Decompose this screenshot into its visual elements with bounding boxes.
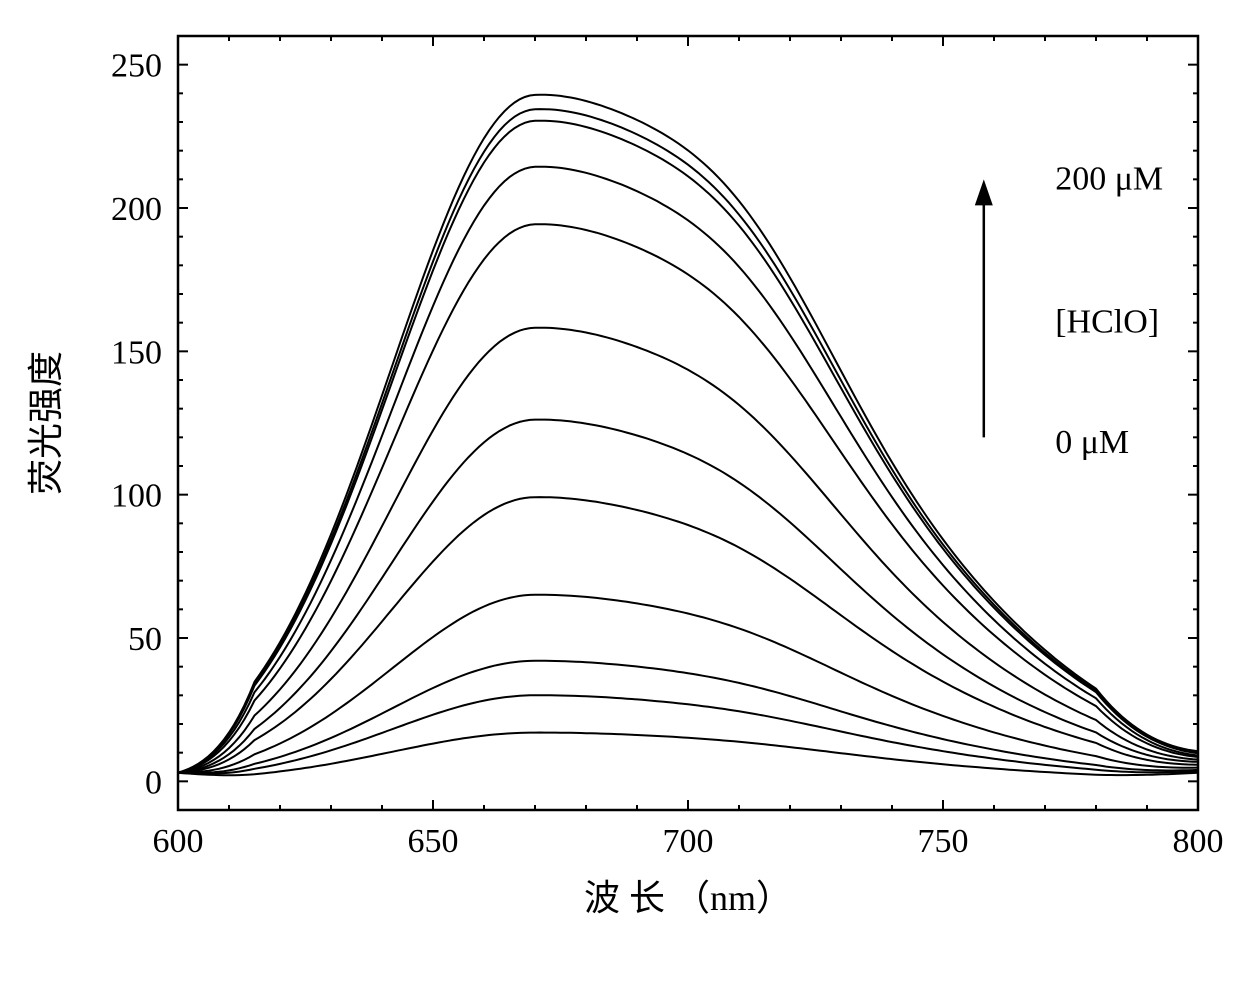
y-tick-label: 0 — [145, 764, 162, 801]
y-tick-label: 100 — [111, 478, 162, 515]
y-tick-label: 200 — [111, 191, 162, 228]
x-axis-tick-labels: 600 650 700 750 800 — [153, 823, 1224, 860]
x-tick-label: 750 — [918, 823, 969, 860]
y-tick-label: 50 — [128, 621, 162, 658]
annotation-bottom: 0 μM — [1055, 424, 1129, 461]
x-tick-label: 650 — [408, 823, 459, 860]
x-axis-label: 波 长 （nm） — [584, 878, 792, 918]
x-tick-label: 600 — [153, 823, 204, 860]
y-tick-label: 250 — [111, 48, 162, 85]
y-axis-ticks — [178, 36, 1198, 781]
annotation-top: 200 μM — [1055, 160, 1163, 197]
chart-container: 600 650 700 750 800 0 50 100 150 200 250 波 长 （nm）… — [0, 0, 1240, 981]
annotation-mid: [HClO] — [1055, 304, 1159, 341]
arrow-head-icon — [975, 179, 993, 205]
spectrum-curve — [178, 595, 1198, 773]
spectrum-curve — [178, 167, 1198, 773]
x-tick-label: 700 — [663, 823, 714, 860]
fluorescence-spectrum-chart: 600 650 700 750 800 0 50 100 150 200 250 波 长 （nm）… — [0, 0, 1240, 981]
spectral-curves — [178, 95, 1198, 776]
y-tick-label: 150 — [111, 334, 162, 371]
y-axis-tick-labels: 0 50 100 150 200 250 — [111, 48, 162, 802]
spectrum-curve — [178, 95, 1198, 773]
spectrum-curve — [178, 328, 1198, 773]
concentration-annotation: 200 μM [HClO] 0 μM — [975, 160, 1163, 461]
spectrum-curve — [178, 420, 1198, 773]
spectrum-curve — [178, 695, 1198, 774]
y-axis-label: 荧光强度 — [26, 351, 66, 495]
x-tick-label: 800 — [1173, 823, 1224, 860]
spectrum-curve — [178, 224, 1198, 773]
